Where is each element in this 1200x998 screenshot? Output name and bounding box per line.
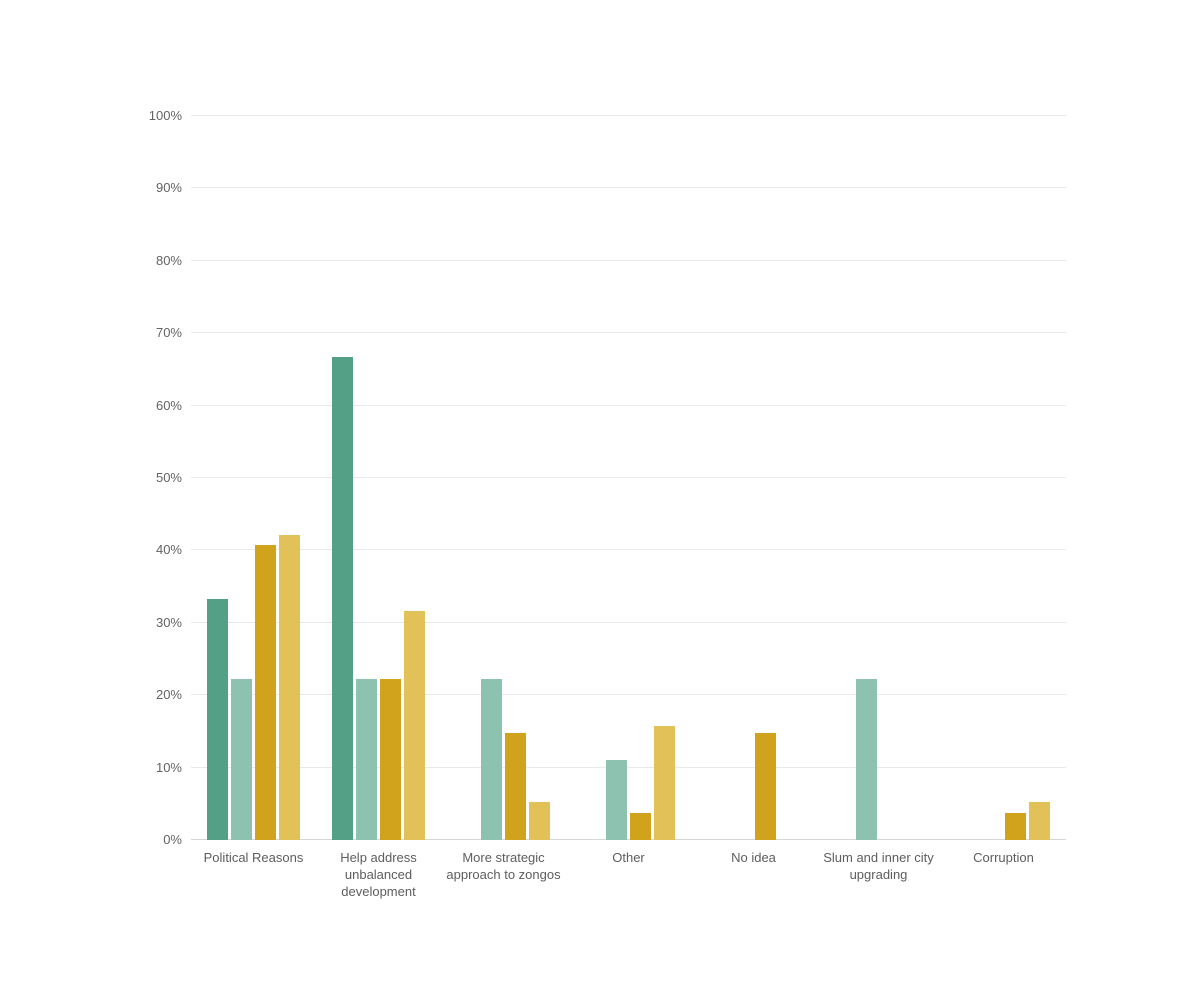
- bar-slot: [529, 116, 550, 840]
- bar-series-1: [207, 598, 228, 840]
- bar-series-3: [380, 679, 401, 840]
- bar-slot: [207, 116, 228, 840]
- bar-series-2: [231, 679, 252, 840]
- y-tick-label: 0%: [163, 832, 182, 847]
- bar-series-3: [505, 732, 526, 840]
- bar-series-2: [356, 679, 377, 840]
- bar-slot: [1005, 116, 1026, 840]
- bar-slot: [582, 116, 603, 840]
- bar-series-2: [606, 759, 627, 840]
- bar-slot: [356, 116, 377, 840]
- y-tick-label: 10%: [155, 759, 182, 775]
- x-category-label: Other: [612, 850, 645, 865]
- bar-slot: [779, 116, 800, 840]
- y-gridline: [191, 549, 1066, 551]
- bar-slot: [904, 116, 925, 840]
- bar-series-4: [279, 535, 300, 840]
- y-tick-label: 50%: [155, 470, 182, 485]
- x-category-label: Political Reasons: [203, 850, 304, 865]
- y-tick-label: 40%: [155, 542, 182, 558]
- bar-slot: [1029, 116, 1050, 840]
- y-gridline: [191, 332, 1066, 334]
- bar-slot: [981, 116, 1002, 840]
- bar-slot: [731, 116, 752, 840]
- bar-slot: [481, 116, 502, 840]
- bar-group: [707, 116, 800, 840]
- bar-slot: [654, 116, 675, 840]
- y-tick-label: 100%: [148, 108, 182, 123]
- x-axis-category-labels: Political Reasons Help address unbalanced…: [191, 849, 1066, 919]
- x-category-label: Slum and inner city upgrading: [823, 850, 934, 882]
- bar-slot: [505, 116, 526, 840]
- bar-series-2: [481, 679, 502, 840]
- bar-slot: [957, 116, 978, 840]
- bar-series-4: [1029, 801, 1050, 840]
- bar-slot: [707, 116, 728, 840]
- y-gridline: [191, 187, 1066, 189]
- y-gridline: [191, 766, 1066, 768]
- y-gridline: [191, 621, 1066, 623]
- y-gridline: [191, 404, 1066, 406]
- x-category-label: More strategic approach to zongos: [446, 850, 561, 882]
- bar-group: [457, 116, 550, 840]
- bar-series-3: [755, 732, 776, 840]
- x-category-label: Help address unbalanced development: [340, 850, 417, 899]
- bar-group: [332, 116, 425, 840]
- y-tick-label: 70%: [155, 325, 182, 341]
- bar-series-3: [1005, 813, 1026, 840]
- bar-group: [207, 116, 300, 840]
- x-category-label: No idea: [731, 850, 776, 865]
- bar-series-4: [654, 725, 675, 840]
- bar-slot: [255, 116, 276, 840]
- plot-area: [191, 115, 1066, 840]
- y-gridline: [191, 477, 1066, 478]
- bar-slot: [606, 116, 627, 840]
- bar-slot: [404, 116, 425, 840]
- bar-series-1: [332, 357, 353, 840]
- bar-slot: [457, 116, 478, 840]
- y-gridline: [191, 694, 1066, 696]
- y-axis-tick-labels: 0% 10% 20% 30% 40% 50% 60% 70% 80% 90% 100%: [100, 108, 182, 847]
- x-category-label: Corruption: [973, 850, 1034, 865]
- bar-slot: [630, 116, 651, 840]
- bar-slot: [832, 116, 853, 840]
- bar-slot: [279, 116, 300, 840]
- x-axis-line: [191, 839, 1066, 840]
- bar-group: [957, 116, 1050, 840]
- bar-slot: [231, 116, 252, 840]
- bar-group: [832, 116, 925, 840]
- y-tick-label: 80%: [155, 252, 182, 268]
- y-tick-label: 90%: [155, 180, 182, 196]
- bar-slot: [755, 116, 776, 840]
- bar-slot: [856, 116, 877, 840]
- bar-series-3: [255, 545, 276, 840]
- bar-group: [582, 116, 675, 840]
- y-tick-label: 30%: [155, 614, 182, 630]
- bar-slot: [880, 116, 901, 840]
- bar-slot: [380, 116, 401, 840]
- bar-series-4: [529, 801, 550, 840]
- y-tick-label: 20%: [155, 687, 182, 703]
- y-gridline: [191, 259, 1066, 261]
- bar-series-3: [630, 813, 651, 840]
- bar-series-2: [856, 679, 877, 840]
- bar-slot: [332, 116, 353, 840]
- y-tick-label: 60%: [155, 397, 182, 413]
- bar-series-4: [404, 611, 425, 840]
- y-gridline: [191, 115, 1066, 116]
